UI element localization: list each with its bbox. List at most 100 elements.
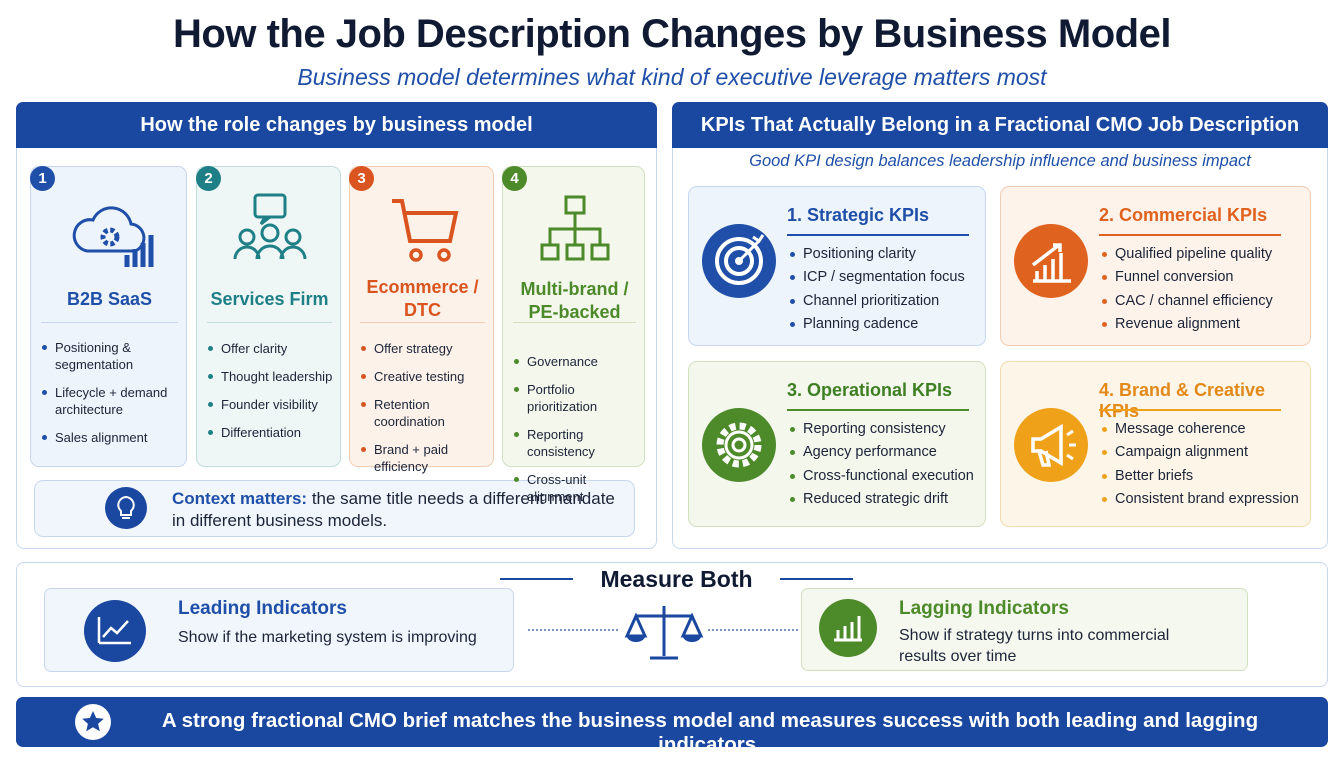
kpi-item: Funnel conversion (1099, 268, 1306, 286)
icon-shape (1014, 224, 1088, 298)
icon-shape (724, 246, 754, 276)
model-bullet: Differentiation (205, 424, 338, 441)
icon-shape (715, 237, 763, 285)
model-number: 4 (502, 166, 527, 191)
scale-icon (624, 606, 704, 660)
icon-shape (436, 248, 451, 262)
kpi-card: 1. Strategic KPIs Positioning clarity ICP … (688, 186, 986, 346)
icon-shape (117, 495, 135, 516)
icon-shape (124, 235, 153, 267)
left-panel-title: How the role changes by business model (16, 102, 657, 148)
divider (1099, 409, 1281, 411)
right-panel-title: KPIs That Actually Belong in a Fractiona… (672, 102, 1328, 148)
divider (360, 322, 485, 323)
divider (41, 322, 178, 323)
leading-text: Show if the marketing system is improvin… (178, 629, 477, 646)
icon-shape (590, 243, 609, 261)
kpi-title: 1. Strategic KPIs (787, 205, 930, 225)
icon-shape (627, 636, 701, 642)
model-name: Ecommerce / DTC (366, 277, 479, 320)
icon-shape (72, 206, 145, 253)
model-name: Multi-brand / PE-backed (520, 279, 629, 322)
kpi-item: Positioning clarity (787, 245, 981, 263)
leading-icon (84, 600, 146, 662)
icon-shape (834, 616, 862, 642)
page-subtitle: Business model determines what kind of e… (297, 64, 1047, 90)
model-bullet: Portfolio prioritization (511, 381, 642, 415)
kpi-icon (702, 224, 776, 298)
icon-shape (233, 244, 306, 260)
lagging-text: Show if strategy turns into commercial r… (899, 627, 1170, 665)
connector (708, 629, 798, 631)
note-lead: Context matters: (172, 489, 308, 508)
note-text: Context matters: the same title needs a … (172, 488, 622, 532)
icon-shape (624, 606, 704, 660)
icon-shape (737, 234, 765, 263)
kpi-title: 3. Operational KPIs (787, 380, 953, 400)
measure-title: Measure Both (600, 566, 753, 592)
model-bullet: Reporting consistency (511, 426, 642, 460)
kpi-item: CAC / channel efficiency (1099, 292, 1306, 310)
divider (787, 234, 969, 236)
divider (207, 322, 332, 323)
model-bullet: Brand + paid efficiency (358, 441, 491, 475)
rule (780, 578, 853, 580)
icon-shape (716, 422, 762, 468)
kpi-item: Planning cadence (787, 315, 981, 333)
lagging-icon (819, 599, 877, 657)
model-bullet: Governance (511, 353, 642, 370)
model-bullet: Retention coordination (358, 396, 491, 430)
bulb-icon (105, 487, 147, 529)
right-panel-subtitle: Good KPI design balances leadership infl… (749, 152, 1251, 170)
lagging-box (801, 588, 1248, 671)
kpi-card: 4. Brand & Creative KPIs Message coherenc… (1000, 361, 1311, 527)
model-card: 1 B2B SaaS Positioning & segmentation Lifec… (30, 166, 187, 467)
model-icon (233, 193, 306, 260)
kpi-item: Qualified pipeline quality (1099, 245, 1306, 263)
kpi-item: Message coherence (1099, 420, 1306, 438)
icon-shape (540, 243, 559, 261)
icon-shape (1066, 429, 1076, 461)
model-icon (540, 195, 609, 261)
kpi-title: 4. Brand & Creative KPIs (1099, 380, 1266, 421)
model-number: 2 (196, 166, 221, 191)
kpi-icon (1014, 408, 1088, 482)
kpi-items: Qualified pipeline quality Funnel convers… (1099, 245, 1306, 338)
model-bullets: Governance Portfolio prioritization Report… (511, 353, 642, 516)
model-bullet: Creative testing (358, 368, 491, 385)
icon-shape (731, 437, 747, 453)
model-bullet: Lifecycle + demand architecture (39, 384, 184, 418)
leading-title: Leading Indicators (178, 598, 347, 619)
model-bullet: Positioning & segmentation (39, 339, 184, 373)
rule (500, 578, 573, 580)
kpi-item: Campaign alignment (1099, 443, 1306, 461)
icon-shape (259, 215, 271, 226)
kpi-item: Agency performance (787, 443, 981, 461)
kpi-item: Cross-functional execution (787, 467, 981, 485)
page-title: How the Job Description Changes by Busin… (173, 12, 1171, 56)
icon-shape (1031, 423, 1063, 467)
kpi-item: ICP / segmentation focus (787, 268, 981, 286)
star-icon (75, 704, 111, 740)
model-card: 2 Services Firm Offer clarity Thought leade… (196, 166, 341, 467)
kpi-icon (1014, 224, 1088, 298)
kpi-icon (702, 408, 776, 482)
icon-shape (819, 599, 877, 657)
model-bullet: Offer clarity (205, 340, 338, 357)
kpi-items: Reporting consistency Agency performance C… (787, 420, 981, 513)
model-icon (72, 206, 153, 267)
model-card: 3 Ecommerce / DTC Offer strategy Creative t… (349, 166, 494, 474)
model-name: B2B SaaS (66, 288, 153, 309)
model-bullets: Offer clarity Thought leadership Founder v… (205, 340, 338, 452)
divider (1099, 234, 1281, 236)
icon-shape (82, 711, 104, 732)
note-body: the same title needs a different mandate… (172, 489, 615, 530)
footer-text: A strong fractional CMO brief matches th… (161, 709, 1259, 756)
kpi-item: Revenue alignment (1099, 315, 1306, 333)
model-bullets: Positioning & segmentation Lifecycle + de… (39, 339, 184, 457)
model-bullet: Cross-unit alignment (511, 471, 642, 505)
model-icon (391, 199, 458, 262)
model-number: 1 (30, 166, 55, 191)
kpi-item: Channel prioritization (787, 292, 981, 310)
